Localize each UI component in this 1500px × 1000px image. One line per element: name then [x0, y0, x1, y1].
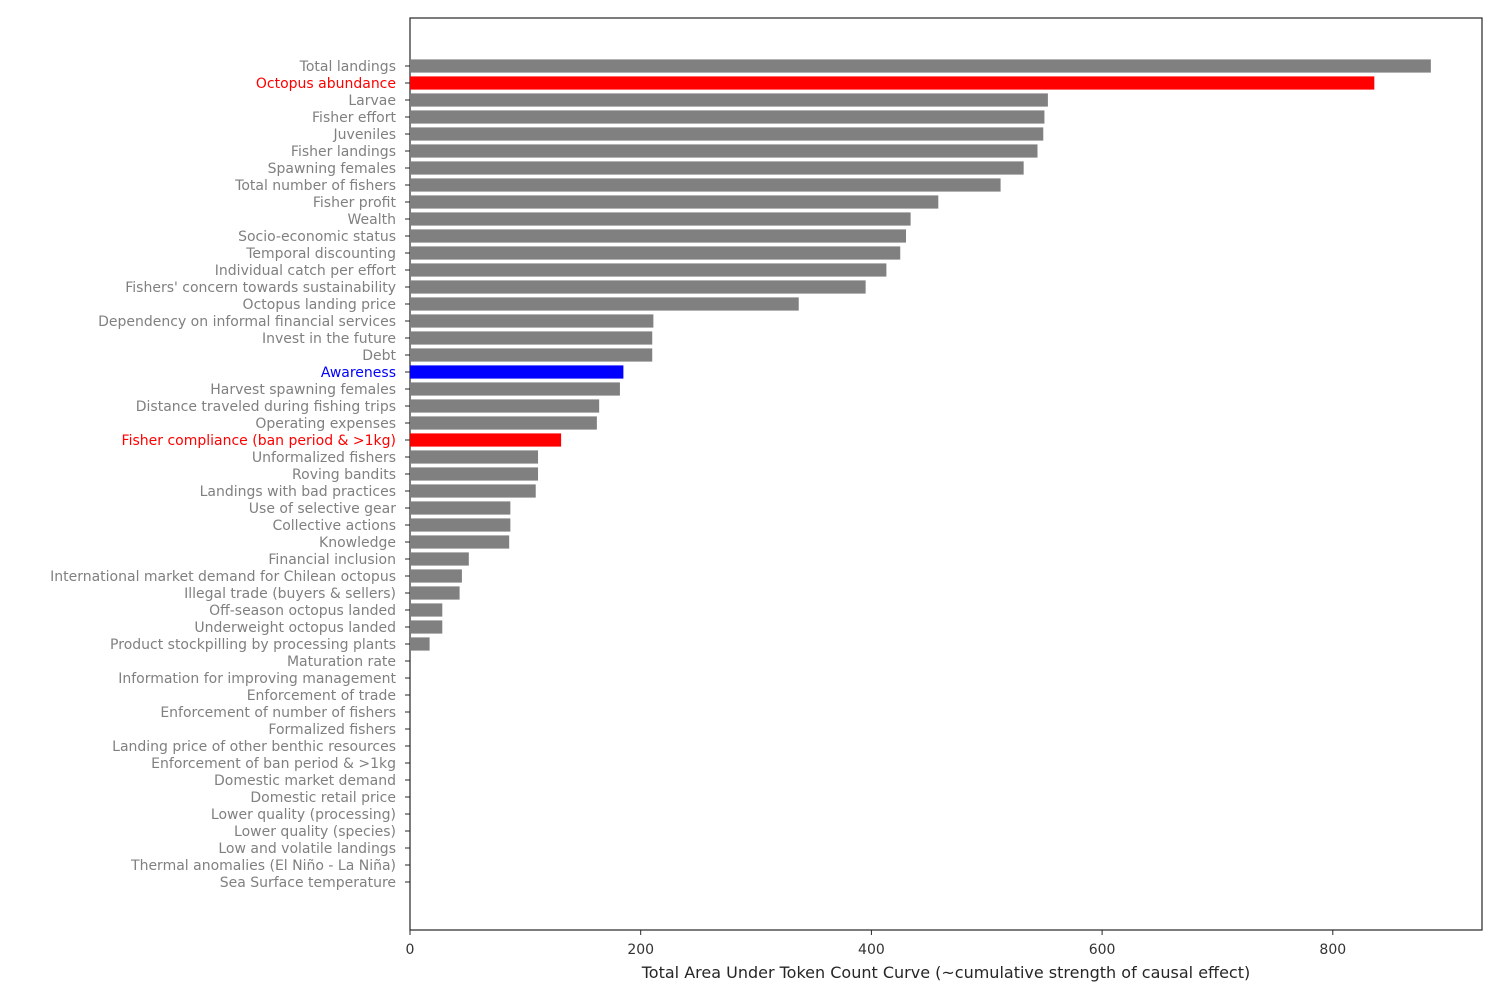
bar-4	[410, 127, 1044, 141]
bar-33	[410, 620, 443, 634]
bar-5	[410, 144, 1038, 158]
bar-0	[410, 59, 1431, 73]
bar-7	[410, 178, 1001, 192]
bar-11	[410, 246, 901, 260]
bar-23	[410, 450, 539, 464]
category-label-10: Socio-economic status	[238, 229, 396, 245]
bar-34	[410, 637, 430, 651]
bar-8	[410, 195, 939, 209]
bars-layer	[410, 59, 1431, 651]
bar-27	[410, 518, 511, 532]
bar-1	[410, 76, 1375, 90]
bar-30	[410, 569, 462, 583]
category-label-26: Use of selective gear	[249, 501, 396, 517]
category-label-39: Formalized fishers	[268, 722, 396, 738]
category-label-28: Knowledge	[319, 535, 396, 551]
x-tick-label-1: 200	[627, 942, 654, 958]
category-label-13: Fishers' concern towards sustainability	[125, 280, 396, 296]
category-label-24: Roving bandits	[292, 467, 396, 483]
category-label-46: Low and volatile landings	[218, 841, 396, 857]
category-label-9: Wealth	[348, 212, 396, 228]
bar-15	[410, 314, 654, 328]
bar-19	[410, 382, 620, 396]
bar-32	[410, 603, 443, 617]
category-label-38: Enforcement of number of fishers	[160, 705, 396, 721]
bar-21	[410, 416, 597, 430]
category-label-3: Fisher effort	[312, 110, 396, 126]
category-label-0: Total landings	[299, 59, 396, 75]
category-label-22: Fisher compliance (ban period & >1kg)	[122, 433, 396, 449]
category-label-2: Larvae	[348, 93, 396, 109]
bar-26	[410, 501, 511, 515]
bar-22	[410, 433, 562, 447]
category-label-7: Total number of fishers	[234, 178, 396, 194]
x-axis-title: Total Area Under Token Count Curve (~cum…	[641, 963, 1250, 982]
category-label-27: Collective actions	[272, 518, 396, 534]
category-label-47: Thermal anomalies (El Niño - La Niña)	[130, 858, 396, 874]
category-label-33: Underweight octopus landed	[194, 620, 396, 636]
category-label-44: Lower quality (processing)	[211, 807, 396, 823]
x-axis-ticks: 0 200 400 600 800	[406, 930, 1346, 958]
category-label-19: Harvest spawning females	[210, 382, 396, 398]
category-label-31: Illegal trade (buyers & sellers)	[184, 586, 396, 602]
category-label-4: Juveniles	[333, 127, 396, 143]
category-label-16: Invest in the future	[262, 331, 396, 347]
category-label-32: Off-season octopus landed	[209, 603, 396, 619]
bar-14	[410, 297, 799, 311]
x-tick-label-0: 0	[406, 942, 415, 958]
category-label-29: Financial inclusion	[268, 552, 396, 568]
bar-3	[410, 110, 1045, 124]
bar-13	[410, 280, 866, 294]
category-label-8: Fisher profit	[313, 195, 397, 211]
bar-25	[410, 484, 536, 498]
bar-10	[410, 229, 907, 243]
category-label-5: Fisher landings	[291, 144, 396, 160]
bar-31	[410, 586, 460, 600]
bar-28	[410, 535, 510, 549]
bar-2	[410, 93, 1048, 107]
category-label-11: Temporal discounting	[245, 246, 396, 262]
bar-29	[410, 552, 469, 566]
x-tick-label-2: 400	[858, 942, 885, 958]
bar-12	[410, 263, 887, 277]
x-tick-label-3: 600	[1089, 942, 1116, 958]
category-label-37: Enforcement of trade	[247, 688, 396, 704]
category-label-35: Maturation rate	[287, 654, 396, 670]
category-label-48: Sea Surface temperature	[220, 875, 396, 891]
x-tick-label-4: 800	[1319, 942, 1346, 958]
category-label-1: Octopus abundance	[256, 76, 396, 92]
category-label-17: Debt	[362, 348, 396, 364]
category-label-41: Enforcement of ban period & >1kg	[151, 756, 396, 772]
bar-18	[410, 365, 624, 379]
category-label-21: Operating expenses	[255, 416, 396, 432]
category-label-12: Individual catch per effort	[215, 263, 397, 279]
bar-17	[410, 348, 653, 362]
category-label-42: Domestic market demand	[214, 773, 396, 789]
category-label-45: Lower quality (species)	[234, 824, 396, 840]
category-label-20: Distance traveled during fishing trips	[136, 399, 396, 415]
category-label-6: Spawning females	[268, 161, 396, 177]
bar-16	[410, 331, 653, 345]
category-label-23: Unformalized fishers	[252, 450, 396, 466]
bar-6	[410, 161, 1024, 175]
bar-24	[410, 467, 539, 481]
category-label-14: Octopus landing price	[243, 297, 396, 313]
category-label-40: Landing price of other benthic resources	[112, 739, 396, 755]
category-label-34: Product stockpilling by processing plant…	[110, 637, 396, 653]
category-label-30: International market demand for Chilean …	[50, 569, 396, 585]
category-label-25: Landings with bad practices	[200, 484, 396, 500]
category-label-36: Information for improving management	[118, 671, 396, 687]
bar-20	[410, 399, 600, 413]
bar-9	[410, 212, 911, 226]
category-label-15: Dependency on informal financial service…	[98, 314, 396, 330]
category-label-18: Awareness	[321, 365, 396, 381]
category-label-43: Domestic retail price	[250, 790, 396, 806]
